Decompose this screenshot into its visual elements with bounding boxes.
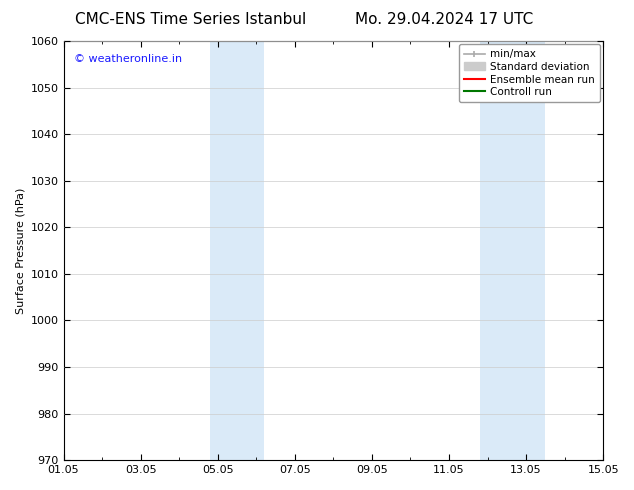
Legend: min/max, Standard deviation, Ensemble mean run, Controll run: min/max, Standard deviation, Ensemble me…	[459, 44, 600, 102]
Text: Mo. 29.04.2024 17 UTC: Mo. 29.04.2024 17 UTC	[354, 12, 533, 27]
Y-axis label: Surface Pressure (hPa): Surface Pressure (hPa)	[15, 187, 25, 314]
Text: © weatheronline.in: © weatheronline.in	[74, 53, 183, 64]
Text: CMC-ENS Time Series Istanbul: CMC-ENS Time Series Istanbul	[75, 12, 306, 27]
Bar	[480, 41, 545, 460]
Bar	[210, 41, 264, 460]
